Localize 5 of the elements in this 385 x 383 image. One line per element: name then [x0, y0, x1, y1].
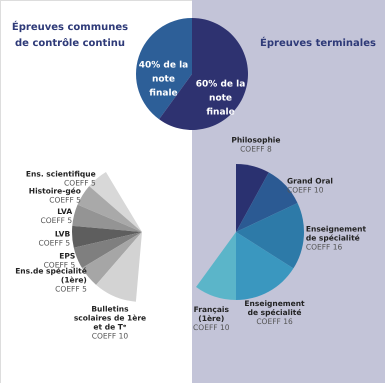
slice-label: 60% de la note finale [196, 79, 246, 118]
chart-title: Épreuves communes de contrôle continu [12, 20, 128, 49]
pie-slice [136, 18, 192, 120]
slice-label: 40% de la note finale [138, 60, 188, 99]
chart-title: Épreuves terminales [260, 36, 376, 49]
